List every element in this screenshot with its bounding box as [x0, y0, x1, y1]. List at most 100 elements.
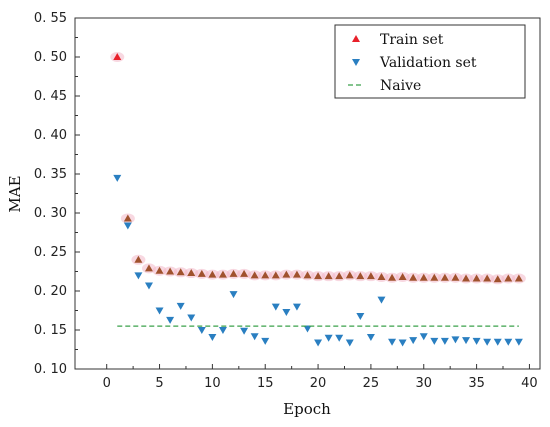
train-point [303, 271, 312, 279]
train-point [166, 267, 175, 275]
train-point [440, 273, 449, 281]
validation-point [430, 337, 439, 345]
train-point [335, 272, 344, 280]
train-point [250, 271, 259, 279]
y-tick-label: 0. 55 [34, 11, 67, 26]
validation-point [208, 334, 217, 342]
validation-point [409, 337, 418, 345]
train-point [366, 272, 375, 280]
train-point [419, 273, 428, 281]
train-point [187, 269, 196, 277]
train-point [292, 270, 301, 278]
train-point [229, 269, 238, 277]
legend-train-label: Train set [380, 32, 444, 48]
validation-point [483, 338, 492, 346]
validation-point [282, 309, 291, 317]
validation-point [229, 291, 238, 299]
train-point [388, 273, 397, 281]
y-tick-label: 0. 30 [34, 206, 67, 221]
validation-point [366, 334, 375, 342]
validation-point [123, 222, 132, 230]
validation-point [271, 303, 280, 311]
train-point [271, 271, 280, 279]
train-point [514, 274, 523, 282]
train-point [409, 273, 418, 281]
legend-naive-label: Naive [380, 78, 421, 94]
legend-validation-swatch [352, 59, 360, 66]
legend-box [334, 24, 526, 99]
validation-point [388, 338, 397, 346]
validation-point [451, 336, 460, 344]
x-tick-label: 40 [521, 376, 538, 391]
validation-point [166, 316, 175, 324]
validation-point [303, 325, 312, 333]
y-tick-label: 0. 15 [34, 323, 67, 338]
validation-point [493, 338, 502, 346]
train-point [113, 53, 122, 60]
train-point [398, 272, 407, 280]
x-tick-label: 15 [257, 376, 274, 391]
train-point [155, 266, 164, 274]
x-tick-label: 0 [103, 376, 111, 391]
validation-point [514, 338, 523, 346]
y-tick-label: 0. 40 [34, 128, 67, 143]
validation-point [472, 337, 481, 345]
train-point [462, 274, 471, 282]
legend-train-swatch [352, 35, 360, 42]
validation-point [324, 334, 333, 342]
legend-validation-label: Validation set [379, 55, 477, 71]
validation-point [335, 334, 344, 342]
legend: Train set Validation set Naive [334, 24, 526, 99]
validation-point [155, 307, 164, 315]
train-point [197, 269, 206, 277]
train-point [377, 272, 386, 280]
validation-point [240, 327, 249, 335]
y-tick-label: 0. 20 [34, 284, 67, 299]
train-point [123, 214, 132, 222]
validation-point [197, 327, 206, 334]
y-tick-label: 0. 45 [34, 89, 67, 104]
validation-point [504, 338, 513, 346]
validation-point [345, 339, 354, 347]
y-tick-label: 0. 25 [34, 245, 67, 260]
validation-point [462, 337, 471, 345]
validation-point [440, 337, 449, 345]
train-point [314, 272, 323, 280]
train-point [345, 271, 354, 279]
validation-point [377, 296, 386, 304]
y-tick-label: 0. 50 [34, 50, 67, 65]
x-tick-label: 10 [204, 376, 221, 391]
axis-ticks: 0 5 10 15 20 25 30 35 40 0. 10 0. 15 0. 20 0. 25 0. 3… [34, 11, 538, 391]
x-tick-label: 25 [363, 376, 380, 391]
x-tick-label: 35 [468, 376, 485, 391]
train-point [240, 269, 249, 277]
train-point [134, 255, 143, 263]
x-tick-label: 30 [415, 376, 432, 391]
train-point [483, 274, 492, 282]
validation-point [176, 302, 185, 310]
x-tick-label: 5 [155, 376, 163, 391]
train-point [356, 272, 365, 280]
train-point [430, 273, 439, 281]
x-axis-title: Epoch [283, 400, 331, 418]
train-point [472, 274, 481, 282]
train-point [218, 270, 227, 278]
validation-point [113, 174, 122, 182]
train-point [176, 268, 185, 276]
validation-point [261, 337, 270, 345]
train-point [324, 272, 333, 280]
validation-point [134, 272, 143, 280]
validation-point [218, 327, 227, 334]
data-marks [110, 52, 526, 347]
validation-point [292, 303, 301, 311]
validation-point [187, 314, 196, 322]
y-tick-label: 0. 35 [34, 167, 67, 182]
validation-point [419, 333, 428, 341]
x-tick-label: 20 [310, 376, 327, 391]
validation-point [250, 333, 259, 341]
legend-entries: Train set Validation set Naive [348, 32, 477, 94]
train-point [144, 264, 153, 272]
train-point [504, 274, 513, 282]
train-point [208, 270, 217, 278]
